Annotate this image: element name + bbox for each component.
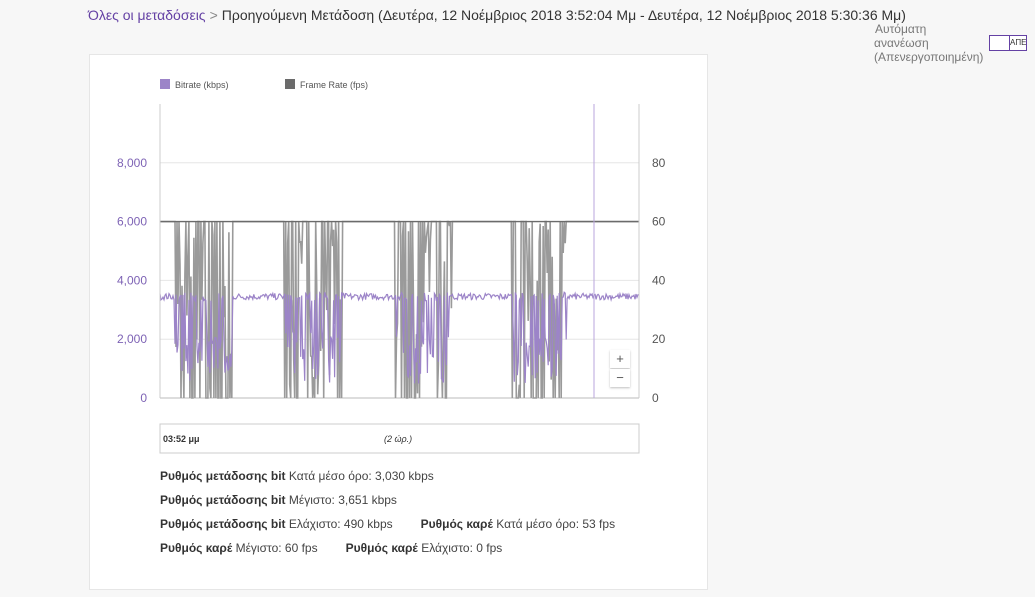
breadcrumb-all-broadcasts-link[interactable]: Όλες οι μεταδόσεις: [88, 7, 206, 23]
auto-refresh-label-line1: Αυτόματη: [875, 22, 927, 36]
framerate-min: Ελάχιστο: 0 fps: [421, 541, 503, 555]
stats-summary: Ρυθμός μετάδοσης bit Κατά μέσο όρο: 3,03…: [160, 467, 615, 563]
framerate-label: Ρυθμός καρέ: [420, 517, 493, 531]
framerate-max: Μέγιστο: 60 fps: [235, 541, 318, 555]
toggle-state-label: ΑΠΕΝ: [1010, 38, 1027, 47]
auto-refresh-label-line3: (Απενεργοποιημένη): [874, 50, 984, 64]
framerate-label: Ρυθμός καρέ: [160, 541, 233, 555]
stats-row: Ρυθμός μετάδοσης bit Κατά μέσο όρο: 3,03…: [160, 467, 615, 491]
toggle-knob: [990, 36, 1010, 50]
auto-refresh-label: Αυτόματη ανανέωση (Απενεργοποιημένη): [874, 22, 989, 64]
bitrate-avg: Κατά μέσο όρο: 3,030 kbps: [288, 469, 434, 483]
stats-row: Ρυθμός καρέ Μέγιστο: 60 fps Ρυθμός καρέ Ε…: [160, 539, 615, 563]
auto-refresh-label-line2: ανανέωση: [874, 36, 929, 50]
zoom-out-button[interactable]: −: [610, 369, 630, 387]
auto-refresh-toggle[interactable]: ΑΠΕΝ: [989, 35, 1027, 51]
bitrate-min: Ελάχιστο: 490 kbps: [288, 517, 393, 531]
zoom-in-button[interactable]: +: [610, 350, 630, 368]
framerate-label: Ρυθμός καρέ: [345, 541, 418, 555]
bitrate-label: Ρυθμός μετάδοσης bit: [160, 493, 286, 507]
bitrate-label: Ρυθμός μετάδοσης bit: [160, 469, 286, 483]
breadcrumb: Όλες οι μεταδόσεις > Προηγούμενη Μετάδοση …: [88, 7, 906, 23]
framerate-avg: Κατά μέσο όρο: 53 fps: [496, 517, 616, 531]
bitrate-label: Ρυθμός μετάδοσης bit: [160, 517, 286, 531]
stats-row: Ρυθμός μετάδοσης bit Ελάχιστο: 490 kbps Ρ…: [160, 515, 615, 539]
breadcrumb-separator: >: [209, 7, 218, 23]
bitrate-max: Μέγιστο: 3,651 kbps: [288, 493, 397, 507]
stats-row: Ρυθμός μετάδοσης bit Μέγιστο: 3,651 kbps: [160, 491, 615, 515]
breadcrumb-current: Προηγούμενη Μετάδοση (Δευτέρα, 12 Νοέμβρ…: [221, 7, 906, 23]
